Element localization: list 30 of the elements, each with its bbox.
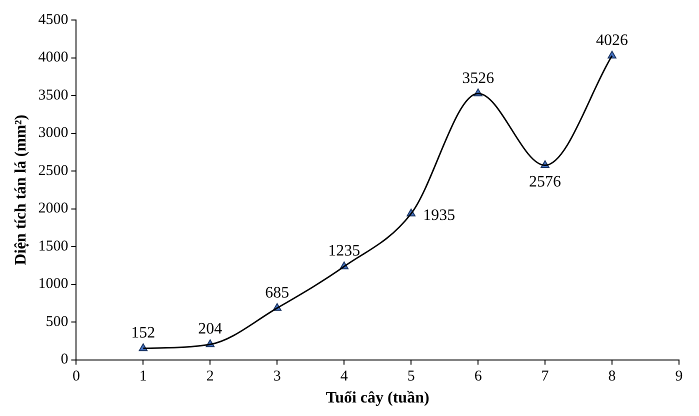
data-label: 685: [265, 284, 290, 302]
x-tick-label: 1: [139, 368, 147, 385]
x-tick-label: 2: [206, 368, 214, 385]
x-tick-label: 6: [474, 368, 482, 385]
y-tick-label: 1000: [38, 276, 68, 292]
data-label: 1235: [328, 242, 360, 260]
x-tick-label: 0: [72, 368, 80, 385]
data-label: 152: [131, 324, 156, 342]
y-tick-label: 2000: [38, 200, 68, 217]
y-tick-label: 1500: [38, 238, 68, 254]
x-tick-label: 8: [608, 368, 616, 385]
y-tick-label: 2500: [38, 162, 68, 179]
data-label: 2576: [529, 173, 562, 190]
data-label: 204: [198, 320, 222, 338]
data-label: 1935: [423, 206, 456, 224]
x-tick-label: 3: [273, 368, 281, 385]
y-tick-label: 500: [46, 314, 68, 330]
y-tick-label: 0: [60, 352, 68, 368]
y-tick-label: 4500: [38, 12, 68, 28]
x-tick-label: 5: [407, 368, 415, 385]
x-tick-label: 9: [675, 368, 683, 385]
y-tick-label: 3000: [38, 125, 68, 142]
data-label: 3526: [462, 70, 494, 87]
x-tick-label: 4: [340, 368, 348, 385]
y-axis-title: Diện tích tán lá (mm²): [12, 114, 30, 266]
y-tick-label: 4000: [38, 50, 68, 66]
y-tick-label: 3500: [38, 87, 68, 104]
x-tick-label: 7: [541, 368, 550, 385]
x-axis-title: Tuổi cây (tuần): [326, 390, 430, 407]
data-label: 4026: [596, 32, 628, 49]
